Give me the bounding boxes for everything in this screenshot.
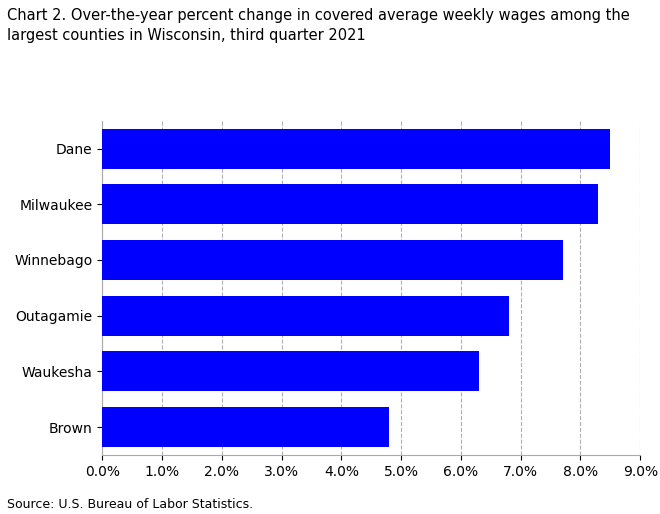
Bar — [102, 352, 478, 392]
Text: Chart 2. Over-the-year percent change in covered average weekly wages among the
: Chart 2. Over-the-year percent change in… — [7, 8, 630, 43]
Bar — [102, 240, 562, 280]
Bar — [102, 296, 509, 336]
Bar — [102, 407, 389, 447]
Bar — [102, 185, 599, 225]
Text: Source: U.S. Bureau of Labor Statistics.: Source: U.S. Bureau of Labor Statistics. — [7, 499, 253, 511]
Bar — [102, 128, 610, 169]
